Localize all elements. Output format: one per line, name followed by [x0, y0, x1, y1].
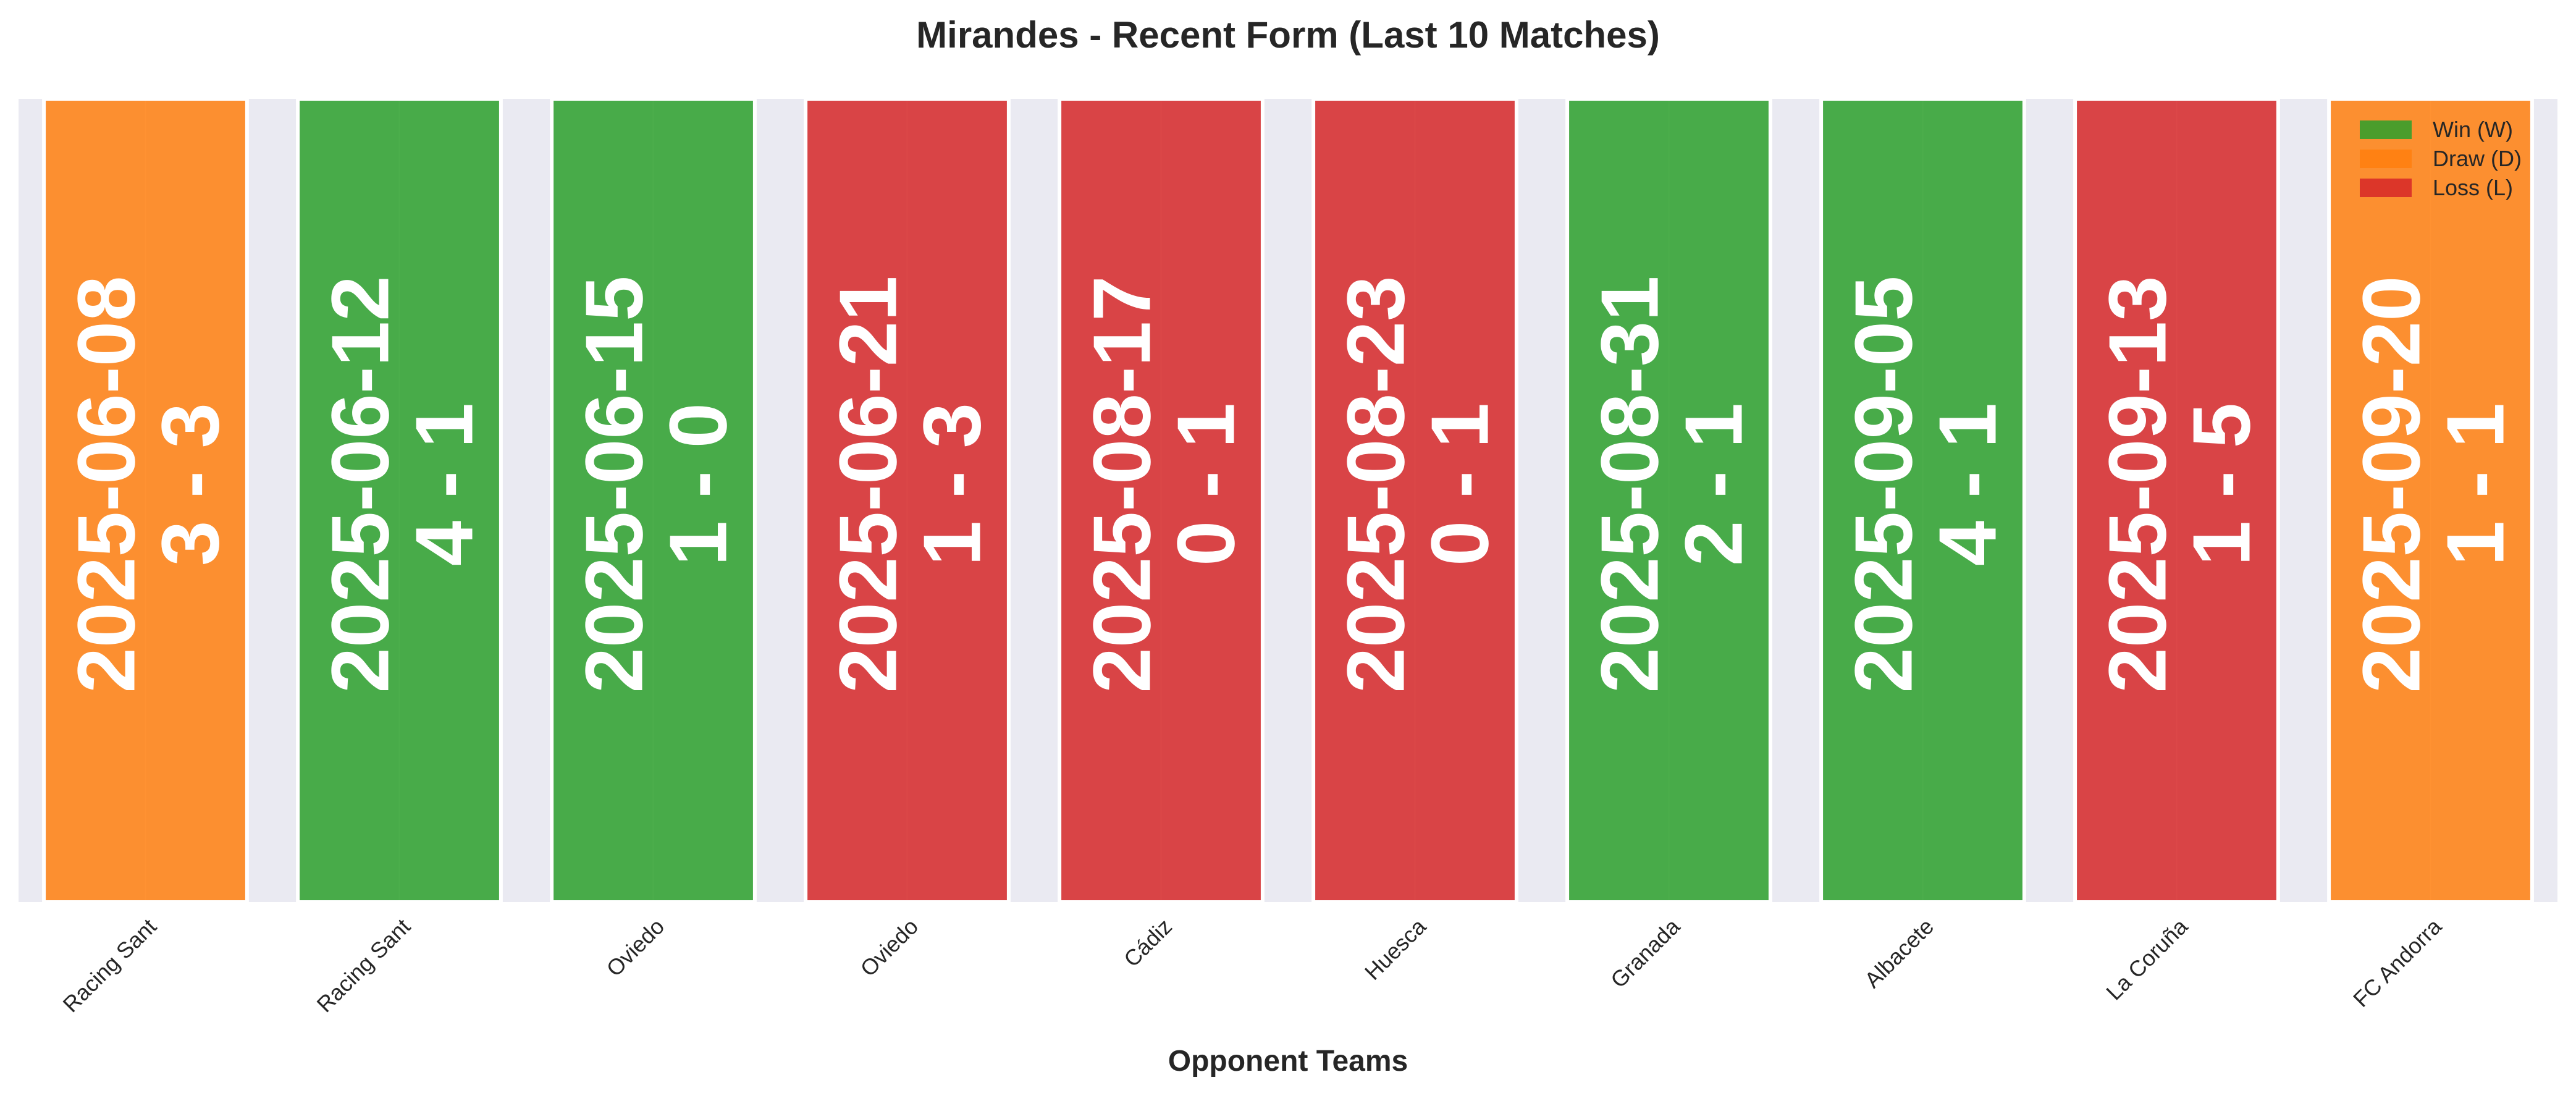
- legend-label: Draw (D): [2433, 146, 2522, 171]
- bar-label: 2025-06-124 - 1: [315, 276, 490, 693]
- bar: [42, 97, 249, 904]
- x-tick-label: Racing Sant: [57, 914, 161, 1018]
- bar-label-date: 2025-06-08: [61, 276, 152, 693]
- chart-title: Mirandes - Recent Form (Last 10 Matches): [916, 14, 1660, 56]
- bar: [2073, 97, 2280, 904]
- bar: [1311, 97, 1518, 904]
- bar-label-score: 1 - 5: [2176, 403, 2267, 566]
- x-tick-label: Racing Sant: [311, 914, 415, 1018]
- bars: [42, 97, 2534, 904]
- bar-label-date: 2025-09-20: [2346, 276, 2437, 693]
- x-tick-label: La Coruña: [2101, 913, 2193, 1005]
- bar-label-date: 2025-06-12: [315, 276, 406, 693]
- bar-label-score: 1 - 1: [2430, 403, 2521, 566]
- bar: [550, 97, 757, 904]
- bar-label-date: 2025-08-23: [1331, 276, 1421, 693]
- bar-label-date: 2025-06-21: [823, 276, 914, 693]
- bar: [1058, 97, 1265, 904]
- bar-label: 2025-08-312 - 1: [1585, 276, 1759, 693]
- bar-label-date: 2025-06-15: [569, 276, 660, 693]
- x-tick-labels: Racing Sant Racing Sant Oviedo Oviedo Cádiz H…: [57, 913, 2446, 1017]
- legend-swatch: [2360, 120, 2412, 139]
- bar-label-score: 0 - 1: [1161, 403, 1252, 566]
- bar-label: 2025-06-151 - 0: [569, 276, 744, 693]
- bar-label-score: 2 - 1: [1669, 403, 1759, 566]
- x-tick-label: Huesca: [1360, 913, 1431, 985]
- bar-label: 2025-08-230 - 1: [1331, 276, 1505, 693]
- x-tick-label: Oviedo: [602, 914, 670, 982]
- x-tick-label: Oviedo: [856, 914, 924, 982]
- bar-label: 2025-09-201 - 1: [2346, 276, 2521, 693]
- bar-labels: 2025-06-083 - 3 2025-06-124 - 1 2025-06-15…: [61, 276, 2521, 693]
- bar-label-date: 2025-08-31: [1585, 276, 1675, 693]
- legend-swatch: [2360, 179, 2412, 197]
- bar-label-date: 2025-09-13: [2092, 276, 2183, 693]
- bar-label: 2025-06-083 - 3: [61, 276, 236, 693]
- x-tick-label: Granada: [1606, 913, 1685, 993]
- x-axis-label: Opponent Teams: [1168, 1045, 1408, 1078]
- x-tick-label: Albacete: [1859, 914, 1938, 993]
- bar-label: 2025-09-054 - 1: [1838, 276, 2013, 693]
- legend-swatch: [2360, 150, 2412, 168]
- bar: [1565, 97, 1772, 904]
- bar-label-score: 3 - 3: [145, 403, 236, 566]
- bar-label-score: 0 - 1: [1415, 403, 1505, 566]
- legend: Win (W) Draw (D) Loss (L): [2360, 117, 2522, 200]
- x-tick-label: FC Andorra: [2348, 913, 2447, 1012]
- bar: [2327, 97, 2534, 904]
- bar-label-score: 4 - 1: [399, 403, 490, 566]
- bar-label: 2025-09-131 - 5: [2092, 276, 2267, 693]
- bar: [804, 97, 1011, 904]
- bar-label-date: 2025-09-05: [1838, 276, 1929, 693]
- bar-label-score: 1 - 3: [907, 403, 998, 566]
- legend-label: Loss (L): [2433, 175, 2513, 200]
- bar-label-date: 2025-08-17: [1077, 276, 1168, 693]
- bar: [296, 97, 503, 904]
- bar: [1819, 97, 2026, 904]
- bar-label: 2025-08-170 - 1: [1077, 276, 1252, 693]
- bar-label-score: 4 - 1: [1922, 403, 2013, 566]
- legend-label: Win (W): [2433, 117, 2513, 142]
- bar-label: 2025-06-211 - 3: [823, 276, 998, 693]
- bar-label-score: 1 - 0: [653, 403, 744, 566]
- x-tick-label: Cádiz: [1119, 914, 1177, 972]
